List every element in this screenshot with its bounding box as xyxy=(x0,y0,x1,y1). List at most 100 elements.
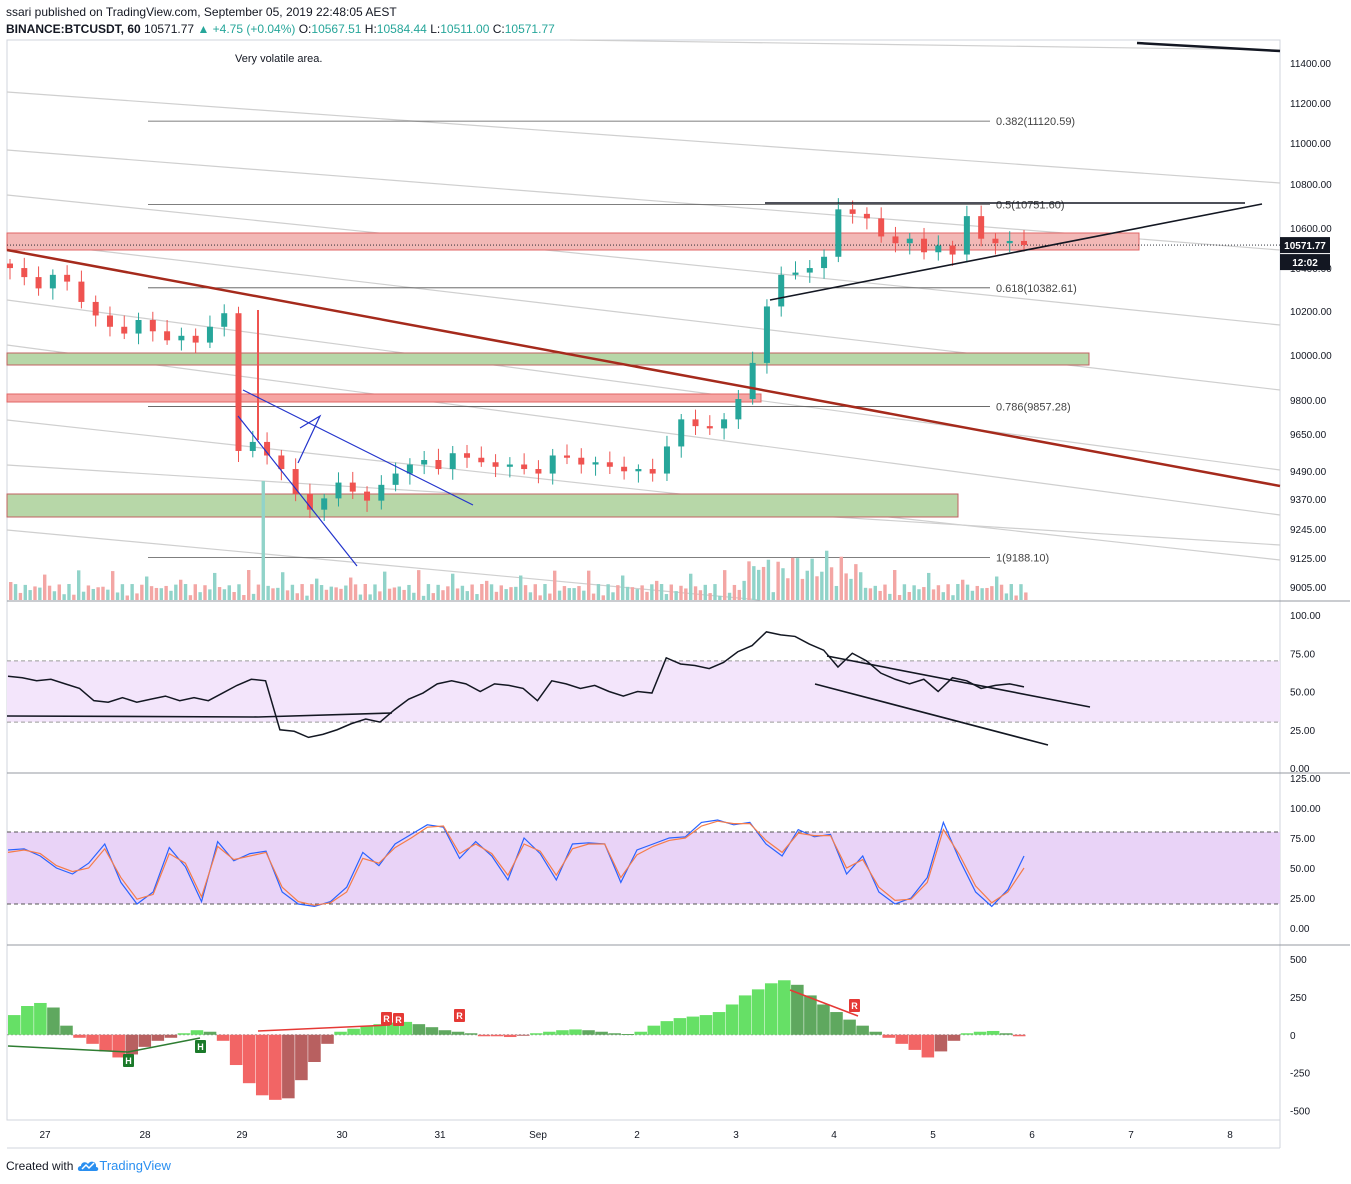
volume-bar xyxy=(995,576,999,600)
volume-bar xyxy=(946,584,950,600)
volume-bar xyxy=(557,590,562,600)
axes: 11400.00 11200.00 11000.00 10800.00 10600.00… xyxy=(39,59,1332,1141)
volume-bar xyxy=(897,595,902,600)
time-tick-label: 3 xyxy=(733,1130,739,1141)
volume-bar xyxy=(965,584,970,600)
countdown-tag xyxy=(1280,254,1330,271)
volume-bar xyxy=(324,589,329,600)
channel-line xyxy=(6,299,1281,471)
divergence-badge xyxy=(123,1054,134,1067)
volume-bar xyxy=(956,584,960,600)
tradingview-logo[interactable]: TradingView xyxy=(77,1158,171,1173)
price-pane: 0.382(11120.59) 0.5(10751.60) 0.618(10382.… xyxy=(6,39,1281,601)
macd-bar xyxy=(216,1034,230,1041)
macd-bar xyxy=(543,1031,556,1035)
volume-bar xyxy=(436,584,440,600)
wedge-pattern xyxy=(297,414,322,464)
time-tick-label: 5 xyxy=(930,1130,936,1141)
volume-bar xyxy=(256,584,261,600)
macd-bar xyxy=(177,1033,191,1035)
volume-bar xyxy=(62,594,66,600)
volume-bar xyxy=(455,588,460,600)
channel-line xyxy=(569,39,1281,51)
macd-bar xyxy=(634,1031,648,1035)
volume-bar xyxy=(931,589,936,600)
macd-bar xyxy=(738,995,752,1035)
candle-body xyxy=(663,446,670,474)
macd-bar xyxy=(255,1034,269,1096)
candle-body xyxy=(949,245,956,255)
candle-body xyxy=(706,426,713,429)
macd-bar xyxy=(986,1030,1000,1035)
divergence-badge xyxy=(381,1012,392,1025)
fib-label: 0.5(10751.60) xyxy=(996,199,1065,211)
channel-line xyxy=(6,344,1281,516)
macd-bar xyxy=(960,1033,974,1035)
price-tick-label: 10800.00 xyxy=(1290,180,1332,191)
volume-bar xyxy=(339,588,343,600)
macd-bar xyxy=(999,1033,1013,1035)
time-tick-label: 27 xyxy=(39,1130,51,1141)
volume-bar xyxy=(854,564,858,600)
rsi-level-line xyxy=(257,712,393,718)
volume-bar xyxy=(980,588,984,600)
macd-bar xyxy=(725,1004,739,1035)
macd-bar xyxy=(73,1034,86,1038)
macd-bar xyxy=(373,1024,386,1035)
candle-body xyxy=(206,326,213,343)
volume-bar xyxy=(766,559,771,600)
volume-bar xyxy=(727,592,732,600)
candle-body xyxy=(364,491,371,501)
volume-bar xyxy=(538,595,542,600)
macd-bar xyxy=(621,1034,634,1035)
volume-bar xyxy=(227,585,231,600)
candle-body xyxy=(492,462,499,467)
volume-bar xyxy=(509,587,513,600)
macd-bar xyxy=(556,1030,569,1035)
price-tick-label: 9370.00 xyxy=(1290,495,1327,506)
volume-bar xyxy=(839,556,843,600)
price-tick-label: 11200.00 xyxy=(1290,99,1331,110)
high-value: 10584.44 xyxy=(376,22,427,36)
candle-body xyxy=(878,218,885,237)
candle-body xyxy=(749,362,756,400)
volume-bar xyxy=(261,480,265,600)
price-tick-label: 9005.00 xyxy=(1290,583,1327,594)
triangle-bottom-line xyxy=(769,203,1263,301)
candle-body xyxy=(592,462,599,465)
volume-bar xyxy=(52,591,57,600)
volume-bar xyxy=(431,593,435,600)
volume-bar xyxy=(528,592,533,600)
volume-bar xyxy=(504,589,508,600)
volume-bar xyxy=(795,558,800,600)
volume-bar xyxy=(426,584,431,600)
time-tick-label: 30 xyxy=(336,1130,348,1141)
volume-bar xyxy=(650,584,654,600)
volume-bar xyxy=(791,557,795,600)
volume-bar xyxy=(616,585,620,600)
volume-bar xyxy=(577,586,581,600)
time-tick-label: 29 xyxy=(236,1130,248,1141)
volume-bar xyxy=(251,593,256,600)
macd-bar xyxy=(778,980,791,1035)
time-tick-label: 2 xyxy=(634,1130,640,1141)
candle-body xyxy=(292,469,299,494)
candle-body xyxy=(935,245,942,253)
volume-bar xyxy=(140,584,144,600)
volume-bar xyxy=(708,593,712,600)
volume-bar xyxy=(912,585,916,600)
volume-bar xyxy=(470,584,474,600)
volume-bar xyxy=(961,579,965,600)
resistance-zone xyxy=(6,393,762,403)
stoch-tick-label: 125.00 xyxy=(1290,774,1321,785)
candle-body xyxy=(863,213,870,219)
volume-bar xyxy=(693,586,698,600)
candle-body xyxy=(106,315,113,327)
macd-bar xyxy=(242,1034,256,1084)
volume-bar xyxy=(742,580,746,600)
symbol-label[interactable]: BINANCE:BTCUSDT, 60 xyxy=(6,22,141,36)
candle-body xyxy=(1006,240,1013,244)
candle-body xyxy=(692,419,699,427)
candle-body xyxy=(735,399,742,420)
